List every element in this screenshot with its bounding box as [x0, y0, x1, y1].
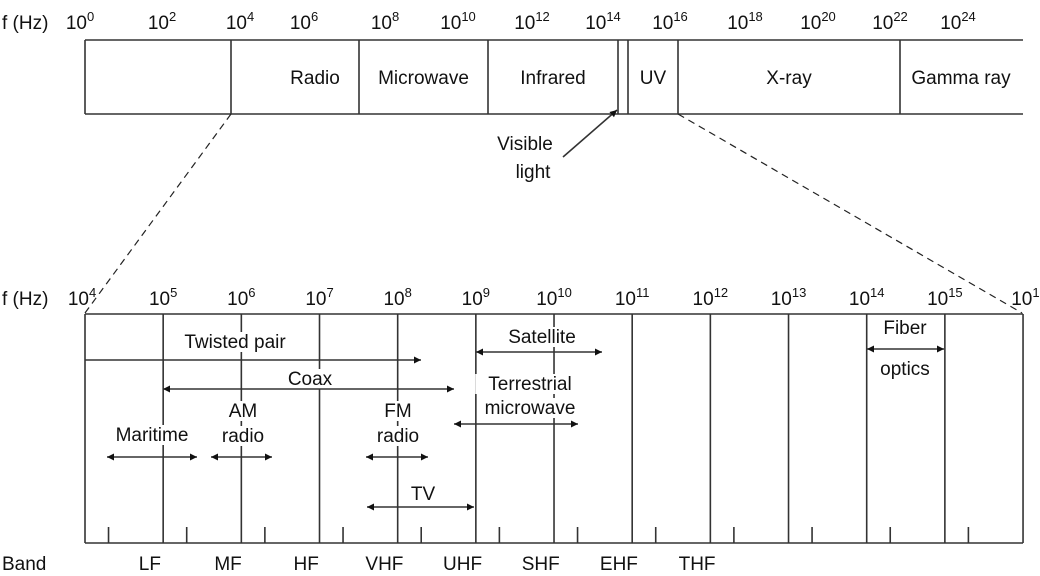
top-tick-label: 1022: [872, 9, 908, 34]
bottom-tick-label: 105: [149, 285, 177, 310]
band-label-vhf: VHF: [365, 554, 403, 575]
bottom-tick-label: 104: [68, 285, 96, 310]
coax-label-bg: [288, 369, 332, 389]
zoom-guide-right: [677, 113, 1023, 314]
region-infrared: Infrared: [520, 68, 585, 89]
bottom-tick-label: 1013: [771, 285, 807, 310]
fiber-optics-label: optics: [880, 359, 930, 380]
bottom-tick-label: 1014: [849, 285, 885, 310]
band-label-shf: SHF: [522, 554, 560, 575]
visible-light-arrow: [562, 109, 618, 158]
fiber-optics-label: Fiber: [883, 318, 927, 339]
fm-radio-label-bg: [372, 426, 424, 446]
band-label-uhf: UHF: [443, 554, 482, 575]
top-tick-label: 1012: [514, 9, 550, 34]
top-tick-label: 108: [371, 9, 399, 34]
fiber-optics-label-bg: [874, 359, 936, 379]
maritime-label-bg: [111, 425, 193, 445]
top-tick-label: 1024: [940, 9, 976, 34]
coax-label: Coax: [288, 369, 333, 390]
top-tick-label: 1018: [727, 9, 763, 34]
bottom-tick-label: 109: [462, 285, 490, 310]
terrestrial-microwave-label: Terrestrial: [488, 374, 571, 395]
bottom-tick-label: 107: [305, 285, 333, 310]
top-tick-label: 1016: [652, 9, 688, 34]
satellite-label-bg: [496, 327, 588, 347]
top-tick-label: 102: [148, 9, 176, 34]
band-label-lf: LF: [139, 554, 161, 575]
region-x-ray: X-ray: [766, 68, 812, 89]
tv-label-bg: [411, 484, 435, 504]
fm-radio-label-bg: [386, 401, 410, 421]
top-tick-label: 100: [66, 9, 94, 34]
bottom-tick-label: 1011: [615, 285, 650, 310]
band-label-mf: MF: [214, 554, 241, 575]
twisted-pair-label-bg: [175, 332, 295, 352]
twisted-pair-label: Twisted pair: [184, 332, 286, 353]
bottom-tick-label: 1010: [536, 285, 572, 310]
fm-radio-label: FM: [384, 401, 411, 422]
satellite-label: Satellite: [508, 327, 576, 348]
tv-label: TV: [411, 484, 436, 505]
bottom-tick-label: 1016: [1011, 285, 1040, 310]
maritime-label: Maritime: [116, 425, 189, 446]
fiber-optics-label-bg: [879, 318, 931, 338]
am-radio-label: AM: [229, 401, 258, 422]
band-axis-label: Band: [2, 554, 46, 575]
am-radio-label-bg: [231, 401, 255, 421]
visible-light-label: Visible: [497, 134, 553, 155]
am-radio-label-bg: [217, 426, 269, 446]
bottom-tick-label: 1015: [927, 285, 963, 310]
region-uv: UV: [640, 68, 667, 89]
top-tick-label: 104: [226, 9, 254, 34]
top-axis-label: f (Hz): [2, 13, 48, 34]
region-gamma-ray: Gamma ray: [911, 68, 1011, 89]
band-label-thf: THF: [679, 554, 716, 575]
am-radio-label: radio: [222, 426, 264, 447]
band-label-hf: HF: [294, 554, 319, 575]
band-label-ehf: EHF: [600, 554, 638, 575]
visible-light-label: light: [516, 162, 552, 183]
terrestrial-microwave-label-bg: [475, 374, 585, 394]
terrestrial-microwave-label-bg: [484, 398, 576, 418]
top-tick-label: 106: [290, 9, 318, 34]
top-tick-label: 1020: [800, 9, 836, 34]
zoom-guide-left: [84, 113, 232, 314]
top-tick-label: 1014: [585, 9, 621, 34]
terrestrial-microwave-label: microwave: [485, 398, 576, 419]
bottom-tick-label: 1012: [693, 285, 729, 310]
bottom-tick-label: 106: [227, 285, 255, 310]
region-radio: Radio: [290, 68, 340, 89]
fm-radio-label: radio: [377, 426, 419, 447]
region-microwave: Microwave: [378, 68, 469, 89]
bottom-axis-label: f (Hz): [2, 289, 48, 310]
bottom-tick-label: 108: [383, 285, 411, 310]
top-tick-label: 1010: [440, 9, 476, 34]
